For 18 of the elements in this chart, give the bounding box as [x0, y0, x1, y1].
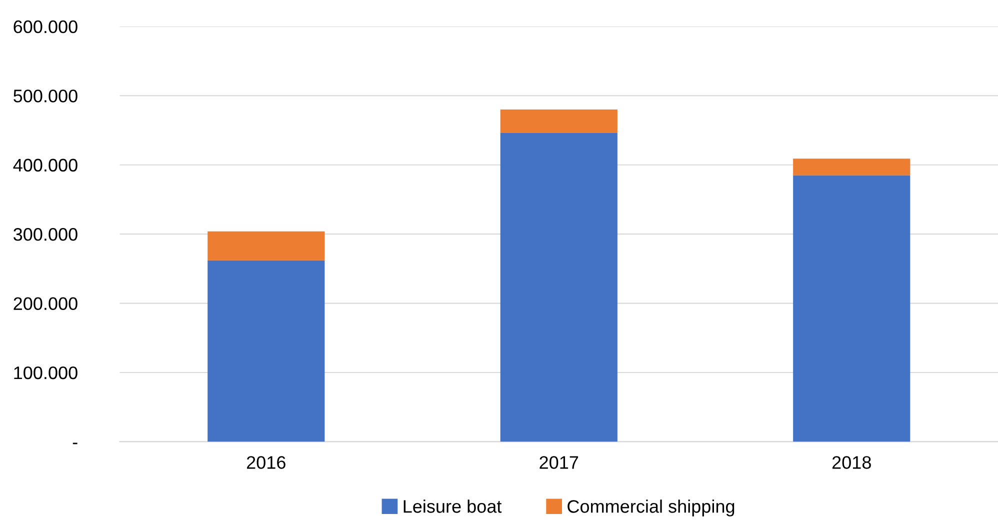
bar	[208, 231, 325, 260]
y-tick-label: 500.000	[14, 90, 78, 102]
bar	[500, 110, 618, 134]
y-tick-label: 300.000	[14, 228, 78, 241]
x-tick-label: 2017	[540, 456, 578, 469]
y-tick-label: 200.000	[14, 297, 78, 310]
y-tick-label: -	[72, 442, 78, 444]
y-tick-label: 100.000	[14, 366, 78, 380]
bar	[208, 260, 325, 442]
bar	[793, 175, 910, 442]
bar	[500, 133, 618, 442]
y-tick-label: 600.000	[14, 20, 78, 34]
x-tick-label: 2018	[832, 456, 871, 469]
bar	[793, 158, 910, 176]
legend-label: Leisure boat	[404, 500, 502, 513]
legend-label: Commercial shipping	[568, 500, 734, 516]
x-tick-label: 2016	[246, 456, 286, 469]
y-tick-label: 400.000	[13, 158, 78, 172]
